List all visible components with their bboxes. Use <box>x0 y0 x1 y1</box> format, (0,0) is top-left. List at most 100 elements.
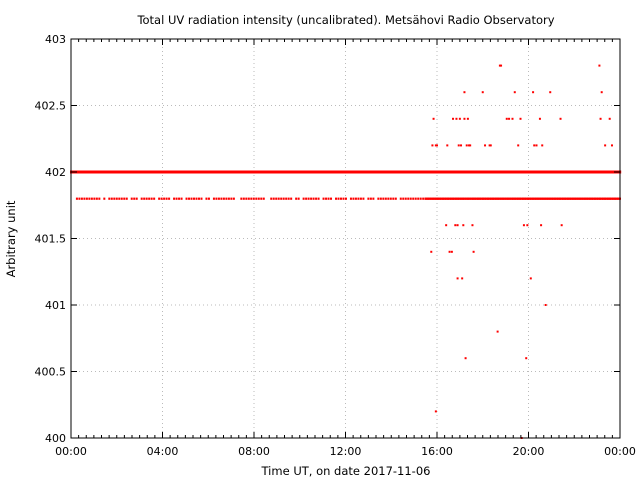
data-point-main <box>568 170 571 174</box>
data-point-low <box>282 197 285 200</box>
data-point-main <box>161 170 164 174</box>
data-point-main <box>532 170 535 174</box>
data-point-low <box>200 197 203 200</box>
data-point-low <box>461 197 464 200</box>
data-point-low <box>404 197 407 200</box>
data-point <box>513 91 516 94</box>
data-point-main <box>151 170 154 174</box>
data-point-main <box>200 170 203 174</box>
data-point-main <box>382 170 385 174</box>
data-point-main <box>436 170 439 174</box>
data-point <box>452 117 455 120</box>
data-point <box>432 117 435 120</box>
data-point-low <box>486 197 489 200</box>
data-point-low <box>432 197 435 200</box>
data-point-low <box>538 197 541 200</box>
data-point-main <box>563 170 566 174</box>
data-point-main <box>371 170 374 174</box>
data-point-main <box>331 170 334 174</box>
data-point-low <box>515 197 518 200</box>
data-point-main <box>284 170 287 174</box>
data-point-main <box>593 170 596 174</box>
data-point-main <box>242 170 245 174</box>
data-point-main <box>337 170 340 174</box>
data-point-low <box>475 197 478 200</box>
data-point-main <box>191 170 194 174</box>
data-point-main <box>379 170 382 174</box>
data-point-low <box>426 197 429 200</box>
data-point-low <box>312 197 315 200</box>
data-point-main <box>560 170 563 174</box>
data-point-main <box>437 170 440 174</box>
data-point-low <box>520 197 523 200</box>
data-point-low <box>322 197 325 200</box>
data-point-low <box>287 197 290 200</box>
data-point-low <box>573 197 576 200</box>
data-point-main <box>316 170 319 174</box>
data-point-main <box>85 170 88 174</box>
data-point-low <box>178 197 181 200</box>
data-point-main <box>565 170 568 174</box>
data-point-low <box>427 197 430 200</box>
data-point-low <box>482 197 485 200</box>
data-point-main <box>304 170 307 174</box>
data-point-low <box>603 197 606 200</box>
data-point-main <box>253 170 256 174</box>
data-point-main <box>139 170 142 174</box>
data-point-low <box>547 197 550 200</box>
data-point-low <box>277 197 280 200</box>
data-point-main <box>460 170 463 174</box>
data-point-low <box>247 197 250 200</box>
data-point-main <box>562 170 565 174</box>
data-point-main <box>287 170 290 174</box>
data-point-low <box>595 197 598 200</box>
data-point-main <box>451 170 454 174</box>
data-point-low <box>389 197 392 200</box>
data-point-low <box>565 197 568 200</box>
data-point-low <box>335 197 338 200</box>
data-point-low <box>135 197 138 200</box>
data-point-main <box>248 170 251 174</box>
data-point-main <box>113 170 116 174</box>
data-point-main <box>283 170 286 174</box>
data-point-main <box>461 170 464 174</box>
data-point-main <box>449 170 452 174</box>
data-point-main <box>250 170 253 174</box>
data-point-main <box>188 170 191 174</box>
data-point-low <box>150 197 153 200</box>
axis-ticks: 00:00 04:00 08:00 12:00 16:00 20:00 00:0040040… <box>35 33 636 458</box>
data-point-low <box>467 197 470 200</box>
data-point-main <box>424 170 427 174</box>
data-point-low <box>113 197 116 200</box>
data-point-main <box>515 170 518 174</box>
data-point-low <box>450 197 453 200</box>
data-point-low <box>498 197 501 200</box>
data-point-main <box>496 170 499 174</box>
data-point-main <box>386 170 389 174</box>
data-point-main <box>292 170 295 174</box>
data-point-main <box>443 170 446 174</box>
data-point-main <box>514 170 517 174</box>
data-point-main <box>277 170 280 174</box>
data-point-main <box>88 170 91 174</box>
data-point-low <box>215 197 218 200</box>
data-point-low <box>576 197 579 200</box>
data-point-low <box>453 197 456 200</box>
data-point-low <box>464 197 467 200</box>
data-point-low <box>419 197 422 200</box>
data-point-main <box>364 170 367 174</box>
data-point <box>457 144 460 147</box>
data-point-main <box>535 170 538 174</box>
data-point-main <box>185 170 188 174</box>
data-point-main <box>137 170 140 174</box>
data-point-main <box>362 170 365 174</box>
data-point-main <box>299 170 302 174</box>
data-point-low <box>611 197 614 200</box>
data-point-main <box>169 170 172 174</box>
data-point <box>484 144 487 147</box>
data-point-main <box>326 170 329 174</box>
data-point-low <box>148 197 151 200</box>
data-point-main <box>605 170 608 174</box>
data-point-low <box>222 197 225 200</box>
data-point-low <box>549 197 552 200</box>
